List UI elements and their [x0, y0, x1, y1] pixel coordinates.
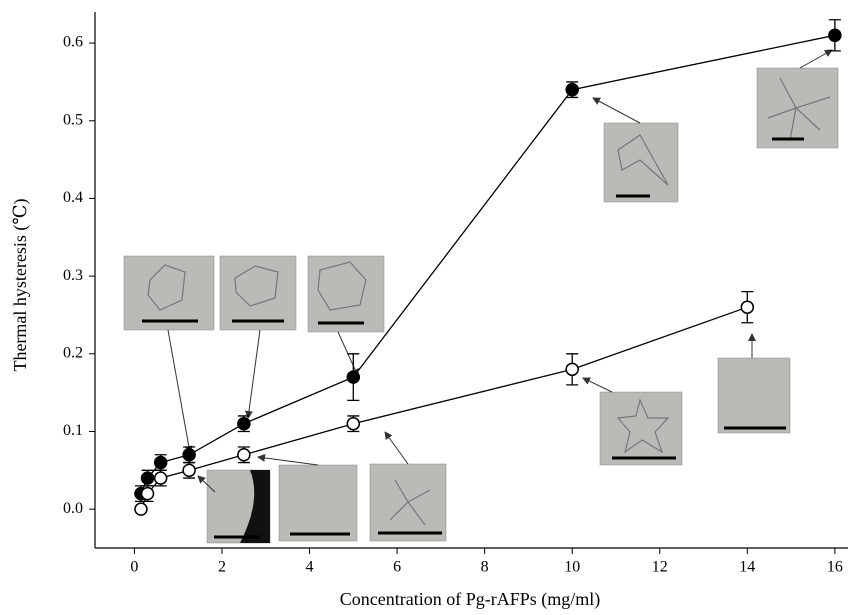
data-point — [740, 300, 755, 314]
data-point — [140, 471, 155, 485]
y-tick-label: 0.6 — [63, 34, 83, 51]
data-point — [237, 448, 251, 462]
x-tick-label: 10 — [564, 559, 580, 576]
data-point — [153, 455, 168, 470]
data-point — [828, 28, 842, 43]
data-point — [565, 82, 579, 97]
x-tick-label: 6 — [393, 559, 401, 576]
y-axis-label: Thermal hysteresis (℃) — [10, 198, 31, 371]
data-point — [153, 471, 168, 485]
data-point — [346, 416, 361, 431]
y-tick-label: 0.4 — [63, 189, 83, 206]
x-tick-label: 8 — [481, 559, 489, 576]
data-point — [134, 502, 148, 516]
y-tick-label: 0.0 — [63, 500, 83, 517]
x-tick-label: 2 — [218, 559, 226, 576]
x-axis-label: Concentration of Pg-rAFPs (mg/ml) — [340, 589, 600, 610]
x-tick-label: 12 — [652, 559, 668, 576]
data-point — [565, 362, 579, 377]
x-tick-label: 14 — [739, 559, 755, 576]
data-point — [182, 448, 196, 462]
y-tick-label: 0.1 — [63, 422, 83, 439]
data-point — [346, 370, 361, 384]
data-point — [182, 463, 196, 478]
y-tick-label: 0.5 — [63, 111, 83, 128]
y-tick-label: 0.2 — [63, 344, 83, 361]
y-tick-label: 0.3 — [63, 267, 83, 284]
x-tick-label: 4 — [306, 559, 314, 576]
x-tick-label: 0 — [130, 559, 138, 576]
x-tick-label: 16 — [827, 559, 843, 576]
data-point — [140, 486, 155, 501]
micrograph-insets — [123, 49, 839, 544]
data-point — [237, 416, 251, 431]
